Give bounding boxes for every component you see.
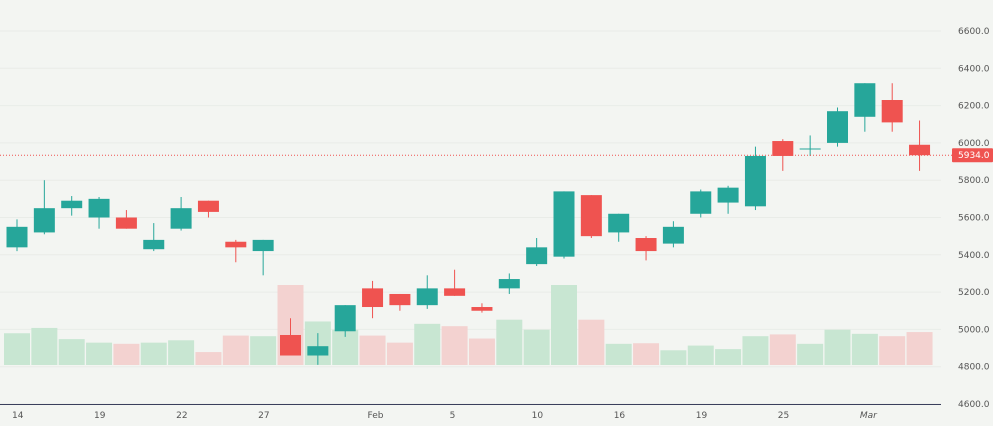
volume-bar [879,336,906,365]
volume-bar [851,333,878,365]
volume-bar [195,352,222,365]
candle-body [744,155,766,207]
candle-body [608,213,630,233]
volume-bar [824,329,851,365]
volume-bar [633,343,660,365]
price-axis[interactable]: 6600.0 6400.0 6200.0 6000.0 5800.0 5600.0 5400… [958,27,990,410]
volume-bar [496,319,523,365]
volume-bar [4,333,30,365]
candle-body [252,239,274,252]
volume-bar [715,349,742,365]
candle-body [334,305,356,332]
candle-body [662,226,684,244]
candle-body [389,293,411,306]
y-tick-label: 5000.0 [958,325,990,335]
volume-bar [551,285,577,365]
volume-bar [359,335,386,365]
candle-body [580,195,602,237]
volume-bar [168,340,195,365]
y-tick-label: 4600.0 [958,400,990,410]
candle-body [717,187,739,203]
time-axis[interactable]: 14 19 22 27 Feb 5 10 16 19 25 Mar [12,411,878,421]
volume-bar [605,343,632,365]
y-tick-label: 5600.0 [958,214,990,224]
last-price-label: 5934.0 [958,151,990,161]
candle-body [635,238,657,252]
x-tick-label: Feb [368,411,384,421]
candle-body [280,334,301,356]
candle-body [6,226,28,248]
candle-body [471,307,493,311]
volume-bars [4,285,933,365]
x-tick-label: 14 [12,411,24,421]
volume-bar [906,332,933,365]
volume-bar [660,350,687,365]
candle-body [526,247,548,265]
volume-bar [441,326,468,365]
x-tick-label: 5 [450,411,456,421]
volume-bar [742,336,769,365]
candle-body [143,239,165,250]
y-tick-label: 5800.0 [958,176,990,186]
volume-bar [86,342,113,365]
volume-bar [578,319,605,365]
y-tick-label: 6200.0 [958,102,990,112]
candle-body [553,191,575,257]
volume-bar [797,343,824,365]
x-tick-label: Mar [860,411,878,421]
x-tick-label: 22 [176,411,187,421]
candle-body [61,200,83,209]
x-tick-label: 10 [532,411,544,421]
x-tick-label: 25 [778,411,789,421]
volume-bar [31,327,58,365]
last-price-tag: 5934.0 [952,148,993,163]
candle-body [225,241,247,248]
y-tick-label: 6600.0 [958,27,990,37]
candles [6,83,931,365]
x-tick-label: 19 [94,411,106,421]
volume-bar [113,343,140,365]
candle-body [88,198,110,218]
candle-body [772,141,794,156]
candle-body [307,346,329,356]
candle-body [170,208,192,229]
candle-body [690,191,712,214]
y-tick-label: 6000.0 [958,139,990,149]
candle-body [197,200,219,212]
candle-body [881,100,903,123]
volume-bar [468,338,495,365]
candle-body [498,279,520,289]
volume-bar [386,342,413,365]
volume-bar [250,336,277,365]
candle-body [444,288,466,296]
y-tick-label: 5200.0 [958,288,990,298]
y-tick-label: 4800.0 [958,363,990,373]
y-tick-label: 5400.0 [958,251,990,261]
volume-bar [523,329,550,365]
x-tick-label: 16 [614,411,626,421]
candle-body [799,148,821,150]
volume-bar [769,334,796,365]
candle-body [416,288,438,306]
candle-body [827,111,848,143]
candle-body [362,288,384,308]
volume-bar [687,345,714,365]
volume-bar [222,335,249,365]
x-tick-label: 27 [258,411,269,421]
y-tick-label: 6400.0 [958,64,990,74]
candle-body [33,208,55,233]
volume-bar [140,342,167,365]
volume-bar [414,323,441,365]
volume-bar [58,339,85,365]
x-tick-label: 19 [696,411,708,421]
candle-body [115,217,137,229]
candle-body [909,144,931,156]
candle-body [854,83,876,117]
